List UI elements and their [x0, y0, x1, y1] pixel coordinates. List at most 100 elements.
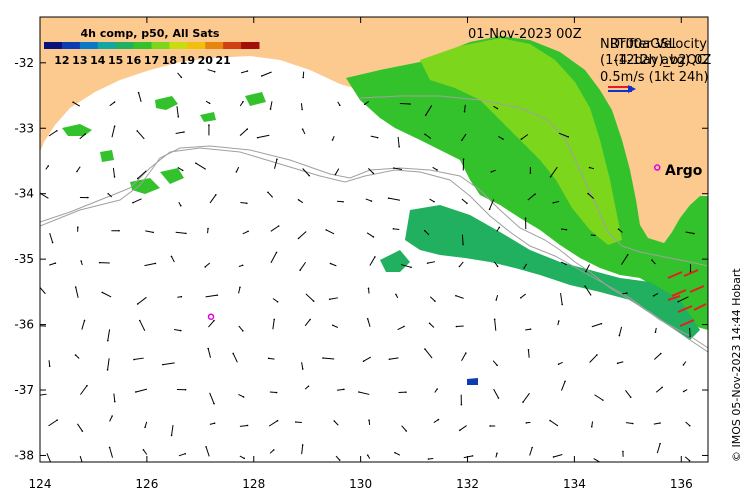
- velocity-arrow-head: [374, 256, 376, 258]
- velocity-arrow-head: [428, 458, 430, 460]
- velocity-arrow-head: [298, 199, 300, 201]
- velocity-arrow-head: [308, 175, 310, 177]
- velocity-arrow-head: [596, 354, 598, 356]
- velocity-arrow-head: [459, 429, 461, 431]
- velocity-arrow: [337, 201, 343, 202]
- velocity-arrow-head: [213, 320, 215, 322]
- x-tick-label: 132: [456, 477, 479, 491]
- velocity-arrow-head: [520, 297, 522, 299]
- velocity-arrow-head: [594, 235, 596, 237]
- velocity-arrow-head: [496, 453, 498, 455]
- velocity-arrow-head: [214, 71, 216, 73]
- velocity-arrow-head: [373, 236, 375, 238]
- velocity-arrow-head: [152, 232, 154, 234]
- velocity-arrow-head: [393, 228, 395, 230]
- velocity-arrow-head: [632, 423, 634, 425]
- velocity-arrow-head: [371, 200, 373, 202]
- velocity-arrow-head: [587, 193, 589, 195]
- colorbar-swatch: [134, 42, 152, 49]
- velocity-arrow-head: [497, 108, 499, 110]
- velocity-arrow-head: [553, 456, 555, 458]
- velocity-arrow-head: [472, 455, 474, 457]
- colorbar-tick-label: 13: [72, 54, 87, 67]
- velocity-arrow-head: [425, 114, 427, 116]
- velocity-arrow-head: [302, 444, 304, 446]
- velocity-arrow-head: [195, 162, 197, 164]
- velocity-arrow-head: [683, 391, 685, 393]
- velocity-arrow-head: [181, 296, 183, 298]
- velocity-arrow-head: [566, 229, 568, 231]
- velocity-arrow-head: [433, 201, 435, 203]
- y-tick-label: -35: [14, 252, 34, 266]
- velocity-arrow-head: [83, 466, 85, 468]
- x-tick-label: 128: [242, 477, 265, 491]
- velocity-arrow-head: [424, 230, 426, 232]
- colorbar-swatch: [116, 42, 134, 49]
- velocity-arrow-head: [526, 422, 528, 424]
- velocity-arrow-head: [325, 229, 327, 231]
- velocity-arrow: [49, 360, 50, 366]
- velocity-arrow-head: [528, 349, 530, 351]
- velocity-arrow-head: [497, 265, 499, 267]
- velocity-arrow-head: [498, 397, 500, 399]
- velocity-arrow-head: [162, 364, 164, 366]
- velocity-arrow-head: [181, 76, 183, 78]
- x-tick-label: 134: [563, 477, 586, 491]
- velocity-arrow-head: [214, 422, 216, 424]
- velocity-arrow-head: [549, 420, 551, 422]
- velocity-arrow-head: [601, 323, 603, 325]
- velocity-arrow-head: [38, 325, 40, 327]
- velocity-arrow-head: [56, 419, 58, 421]
- velocity-arrow-head: [377, 137, 379, 139]
- colorbar-swatch: [80, 42, 98, 49]
- velocity-arrow-head: [424, 133, 426, 135]
- velocity-arrow-head: [35, 395, 37, 397]
- velocity-arrow-head: [405, 430, 407, 432]
- velocity-arrow-head: [137, 303, 139, 305]
- velocity-arrow-head: [660, 353, 662, 355]
- velocity-arrow-head: [332, 324, 334, 326]
- y-tick-label: -32: [14, 56, 34, 70]
- velocity-arrow-head: [213, 403, 215, 405]
- velocity-arrow-head: [558, 320, 560, 322]
- velocity-arrow-head: [114, 176, 116, 178]
- credit-label: © IMOS 05-Nov-2023 14:44 Hobart: [730, 268, 743, 462]
- y-tick-label: -33: [14, 121, 34, 135]
- colorbar-swatch: [241, 42, 259, 49]
- velocity-arrow-head: [246, 128, 248, 130]
- velocity-arrow-head: [114, 101, 116, 103]
- velocity-arrow-head: [403, 326, 405, 328]
- velocity-arrow-head: [295, 421, 297, 423]
- velocity-arrow-head: [462, 244, 464, 246]
- velocity-arrow-head: [491, 171, 493, 173]
- velocity-arrow-head: [499, 227, 501, 229]
- argo-label: Argo: [665, 163, 703, 179]
- velocity-arrow-head: [171, 435, 173, 437]
- velocity-arrow-head: [622, 451, 624, 453]
- velocity-arrow-head: [107, 193, 109, 195]
- velocity-arrow-head: [388, 197, 390, 199]
- velocity-arrow-head: [118, 230, 120, 232]
- velocity-arrow-head: [335, 174, 337, 176]
- velocity-arrow-head: [565, 264, 567, 266]
- velocity-arrow-head: [99, 262, 101, 264]
- velocity-arrow-head: [659, 443, 661, 445]
- velocity-arrow-head: [308, 385, 310, 387]
- colorbar-tick-label: 20: [198, 54, 214, 67]
- colorbar-tick-label: 17: [144, 54, 159, 67]
- velocity-arrow-head: [209, 102, 211, 104]
- velocity-arrow-head: [242, 101, 244, 103]
- velocity-arrow-head: [84, 320, 86, 322]
- y-tick-label: -38: [14, 448, 34, 462]
- velocity-arrow-head: [76, 171, 78, 173]
- colorbar-swatches: [44, 42, 260, 49]
- velocity-arrow-head: [521, 138, 523, 140]
- velocity-arrow-head: [185, 389, 187, 391]
- velocity-arrow-head: [273, 319, 275, 321]
- velocity-arrow-head: [489, 208, 491, 210]
- velocity-arrow-head: [111, 415, 113, 417]
- velocity-arrow-head: [182, 170, 184, 172]
- velocity-arrow-head: [689, 460, 691, 462]
- velocity-arrow-head: [522, 401, 524, 403]
